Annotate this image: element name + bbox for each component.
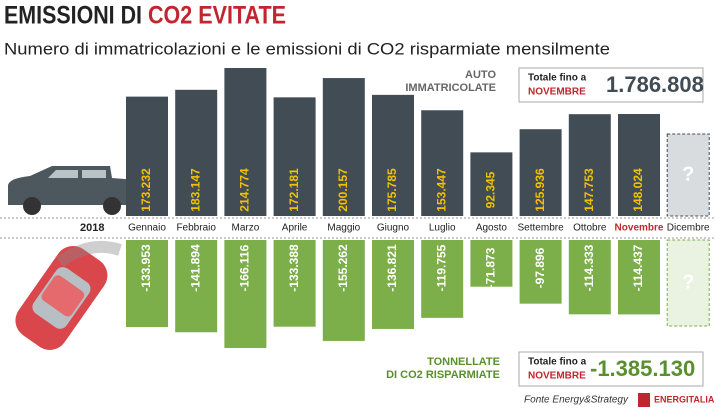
bar xyxy=(224,240,267,348)
value-label: 153.447 xyxy=(434,168,448,212)
car-icon-red xyxy=(15,245,108,350)
x-tick-label: Maggio xyxy=(327,223,360,234)
brand: ENERGITALIA xyxy=(654,394,715,404)
x-tick-label: Novembre xyxy=(615,223,664,234)
series-name: AUTO IMMATRICOLATE xyxy=(405,69,496,94)
bar xyxy=(224,68,267,216)
bar xyxy=(126,240,168,328)
total-box xyxy=(518,351,704,387)
value-label: 175.785 xyxy=(385,168,399,212)
value-label: 173.232 xyxy=(139,168,153,212)
x-tick-label: Marzo xyxy=(232,223,260,234)
value-label: -166.116 xyxy=(238,244,252,291)
bar xyxy=(322,78,365,216)
series-name: TONNELLATE DI CO2 RISPARMIATE xyxy=(386,356,500,381)
bar xyxy=(273,240,316,327)
value-label: 92.345 xyxy=(484,171,498,208)
total-label: Totale fino a xyxy=(528,357,587,368)
chart-title-highlight: CO2 EVITATE xyxy=(148,2,286,30)
total-value: -1.385.130 xyxy=(590,356,695,381)
value-label: -133.953 xyxy=(139,244,153,292)
bar xyxy=(470,152,513,216)
value-label: 214.774 xyxy=(238,168,252,212)
value-label: 125.936 xyxy=(533,168,547,212)
bar xyxy=(175,89,218,216)
bar xyxy=(421,110,464,216)
x-tick-label: Settembre xyxy=(518,223,565,234)
placeholder-bar xyxy=(666,133,710,217)
x-tick-label: Luglio xyxy=(429,223,456,234)
chart-title: EMISSIONI DI xyxy=(4,2,142,30)
total-month: NOVEMBRE xyxy=(528,371,586,382)
value-label: 172.181 xyxy=(287,168,301,212)
x-tick-label: Ottobre xyxy=(573,223,607,234)
bar xyxy=(322,240,365,341)
value-label: -97.896 xyxy=(533,247,547,288)
source: Fonte Energy&Strategy xyxy=(524,395,629,406)
bar xyxy=(519,129,562,216)
placeholder-bar xyxy=(666,239,710,327)
value-label: -71.873 xyxy=(484,247,498,288)
value-label: 147.753 xyxy=(582,168,596,212)
total-label: Totale fino a xyxy=(528,73,587,84)
value-label: -141.894 xyxy=(188,244,202,292)
bar xyxy=(618,113,660,216)
smoke xyxy=(56,240,122,267)
car-icon xyxy=(8,166,140,215)
value-label: 148.024 xyxy=(631,168,645,212)
bar xyxy=(568,240,611,315)
placeholder-label: ? xyxy=(682,163,694,185)
bar xyxy=(372,240,414,329)
year-label: 2018 xyxy=(80,222,104,234)
bar xyxy=(273,97,316,216)
value-label: 183.147 xyxy=(188,168,202,212)
value-label: -133.388 xyxy=(287,244,301,292)
x-tick-label: Febbraio xyxy=(176,223,216,234)
brand-logo xyxy=(638,393,650,407)
value-label: -136.821 xyxy=(385,244,399,292)
placeholder-label: ? xyxy=(682,271,694,293)
x-tick-label: Giugno xyxy=(377,223,410,234)
value-label: 200.157 xyxy=(336,168,350,212)
bar xyxy=(372,94,414,216)
x-tick-label: Dicembre xyxy=(667,223,710,234)
bar xyxy=(175,240,218,333)
x-tick-label: Agosto xyxy=(476,223,508,234)
brand-box xyxy=(636,391,712,409)
x-tick-label: Aprile xyxy=(282,223,308,234)
bar xyxy=(126,96,168,216)
value-label: -114.333 xyxy=(582,244,596,291)
total-value: 1.786.808 xyxy=(606,72,704,97)
total-box xyxy=(518,67,704,103)
value-label: -119.755 xyxy=(434,244,448,291)
x-tick-label: Gennaio xyxy=(128,223,166,234)
total-month: NOVEMBRE xyxy=(528,87,586,98)
bar xyxy=(519,240,562,304)
bar xyxy=(568,114,611,216)
bar xyxy=(470,240,513,287)
bar xyxy=(421,240,464,318)
value-label: -155.262 xyxy=(336,244,350,292)
bar xyxy=(618,240,660,315)
subtitle: Numero di immatricolazioni e le emission… xyxy=(4,39,610,58)
value-label: -114.437 xyxy=(631,244,645,291)
